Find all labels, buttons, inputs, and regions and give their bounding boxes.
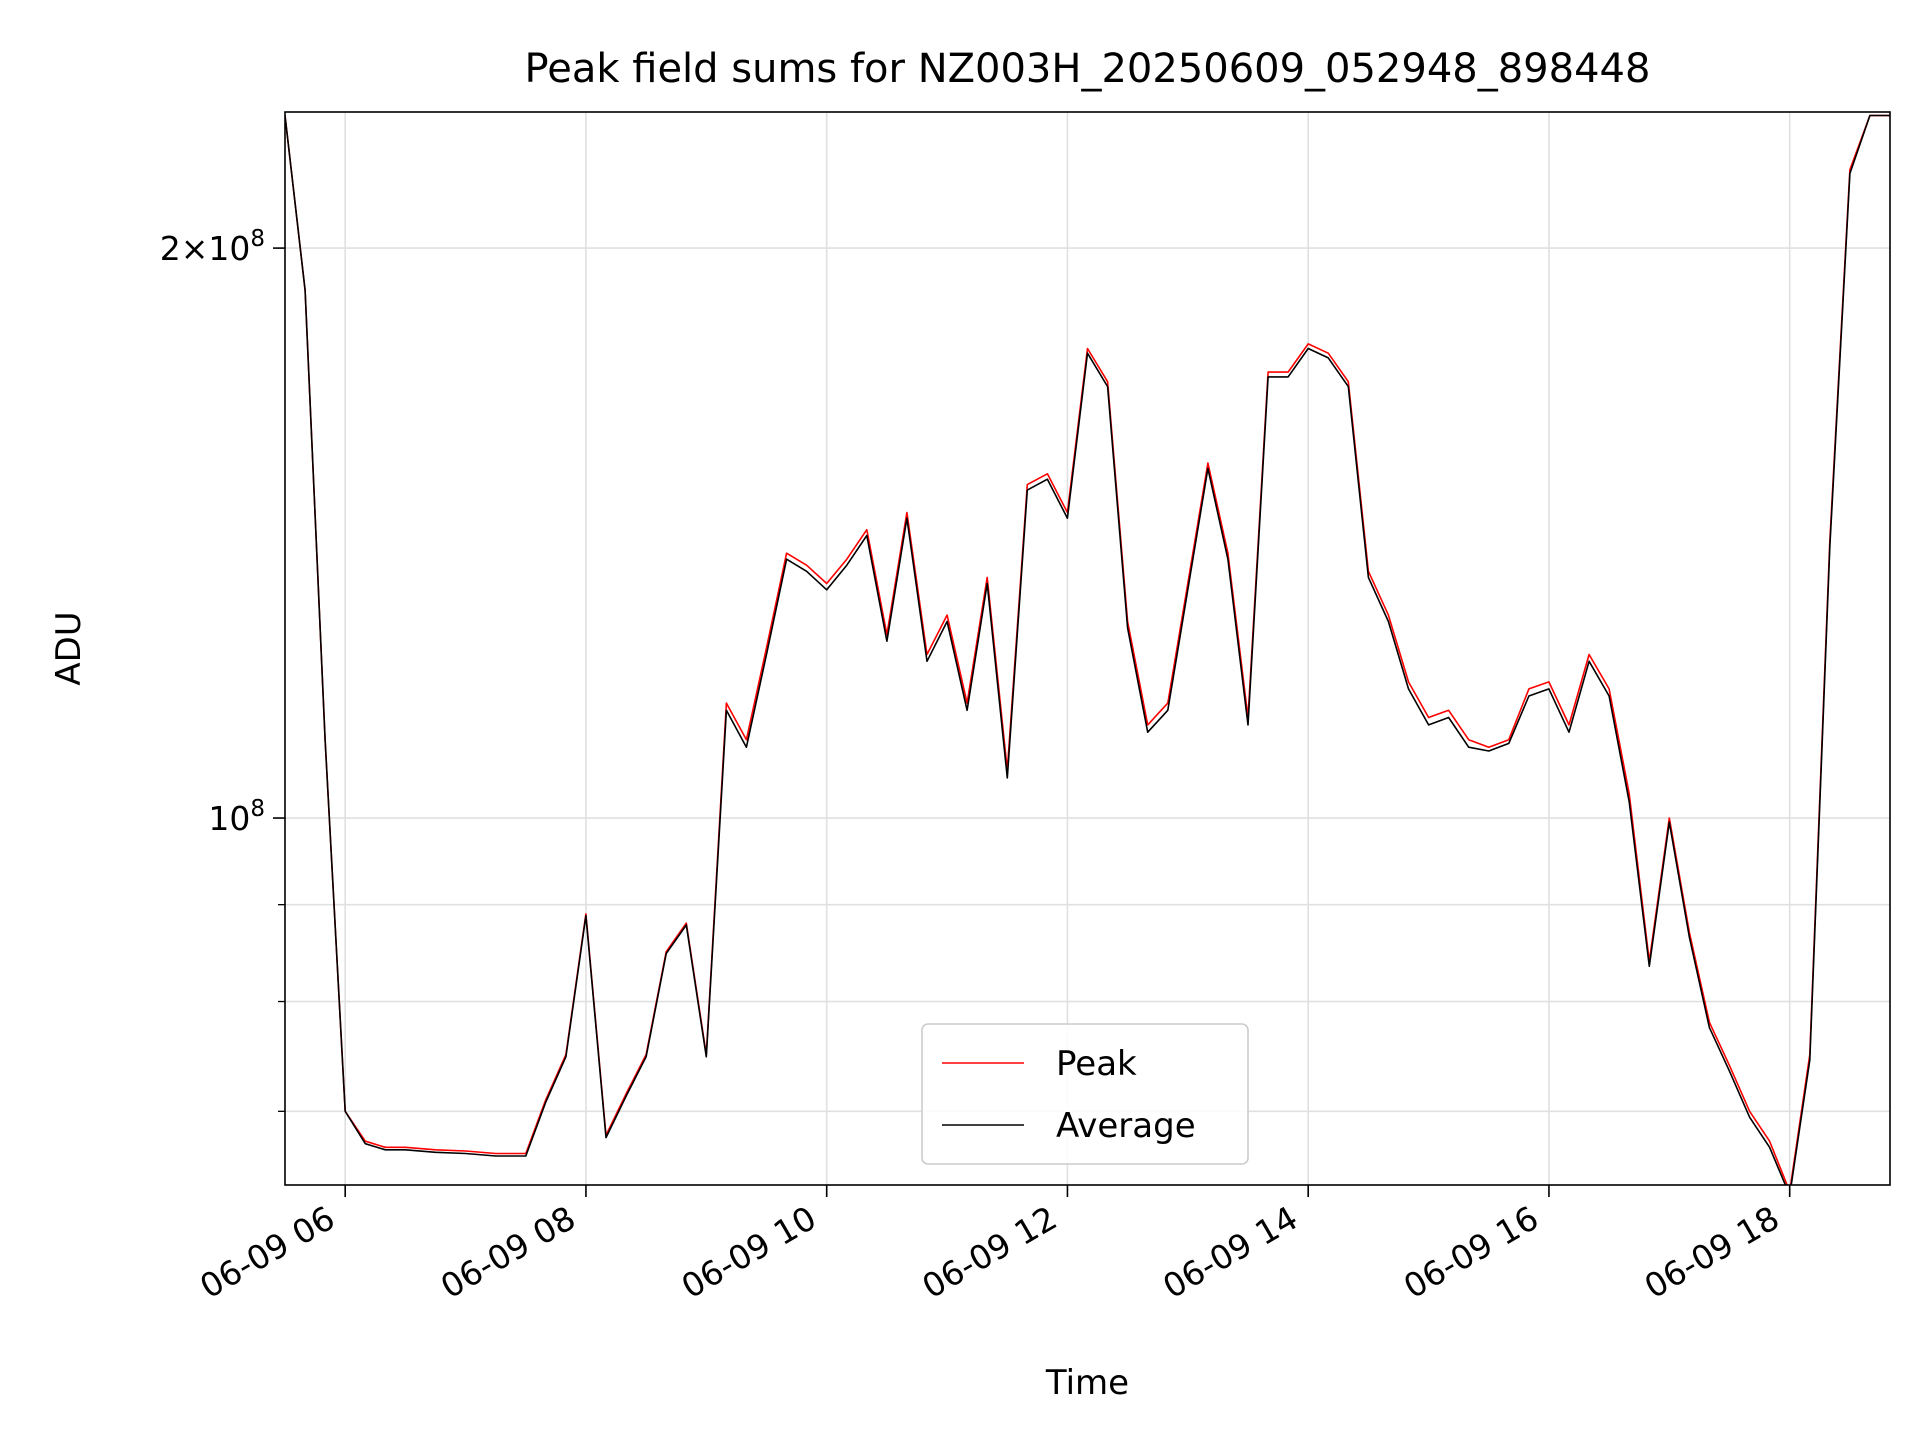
series-layer [285, 114, 1890, 1185]
legend-label-average: Average [1056, 1106, 1196, 1146]
y-tick-label: 108 [208, 796, 265, 838]
series-line-peak [285, 114, 1890, 1185]
chart-title: Peak field sums for NZ003H_20250609_0529… [525, 46, 1651, 92]
y-axis-label: ADU [49, 611, 89, 685]
legend-box [921, 1023, 1249, 1165]
legend: Peak Average [921, 1023, 1249, 1165]
legend-label-peak: Peak [1056, 1044, 1137, 1084]
y-tick-label: 2×108 [160, 226, 265, 268]
grid-layer [285, 112, 1890, 1185]
plot-frame [284, 111, 1891, 1186]
x-axis-label: Time [1045, 1363, 1129, 1403]
series-line-average [285, 114, 1890, 1185]
